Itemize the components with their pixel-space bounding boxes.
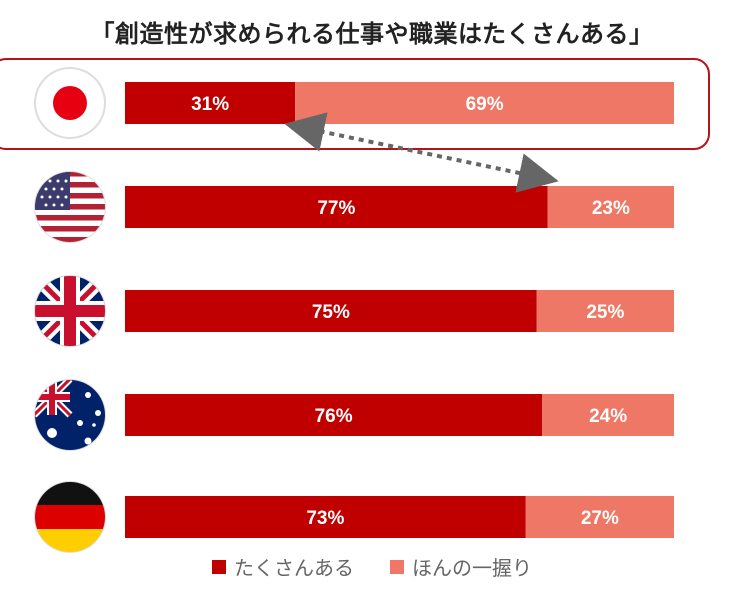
legend-label-series-2: ほんの一握り (412, 556, 532, 580)
bars-layer: 31% 69% 77% 23% 75% 25% 76% 24% 73% 27% (125, 82, 674, 538)
bar-australia-series-1 (125, 394, 543, 436)
bar-united-states-series-2 (547, 186, 674, 228)
data-label-united-kingdom-series-1: 75% (312, 302, 350, 323)
data-label-united-kingdom-series-2: 25% (586, 302, 624, 323)
us-flag-icon (34, 171, 106, 243)
legend-label-series-1: たくさんある (234, 556, 354, 580)
data-label-united-states-series-2: 23% (592, 198, 630, 219)
data-label-australia-series-2: 24% (589, 406, 627, 427)
japan-flag-icon (34, 67, 106, 139)
legend-swatch-series-1 (212, 559, 226, 574)
data-label-japan-series-2: 69% (466, 94, 504, 115)
bar-germany-series-1 (125, 496, 526, 538)
bar-united-kingdom-series-2 (536, 290, 674, 332)
data-label-united-states-series-1: 77% (317, 198, 355, 219)
australia-flag-icon (34, 379, 106, 451)
bar-united-states-series-1 (125, 186, 548, 228)
data-label-japan-series-1: 31% (191, 94, 229, 115)
bar-germany-series-2 (525, 496, 674, 538)
chart-title: 「創造性が求められる仕事や職業はたくさんある」 (90, 20, 654, 48)
germany-flag-icon (34, 481, 106, 553)
bar-united-kingdom-series-1 (125, 290, 537, 332)
legend: たくさんある ほんの一握り (0, 552, 744, 581)
data-label-germany-series-2: 27% (581, 508, 619, 529)
data-label-australia-series-1: 76% (315, 406, 353, 427)
uk-flag-icon (34, 275, 106, 347)
data-label-germany-series-1: 73% (306, 508, 344, 529)
legend-item-series-1: たくさんある (212, 552, 354, 581)
legend-item-series-2: ほんの一握り (390, 552, 532, 581)
bar-japan-series-1 (125, 82, 296, 124)
legend-swatch-series-2 (390, 559, 404, 574)
comparison-arrow (284, 112, 559, 193)
bar-australia-series-2 (542, 394, 674, 436)
